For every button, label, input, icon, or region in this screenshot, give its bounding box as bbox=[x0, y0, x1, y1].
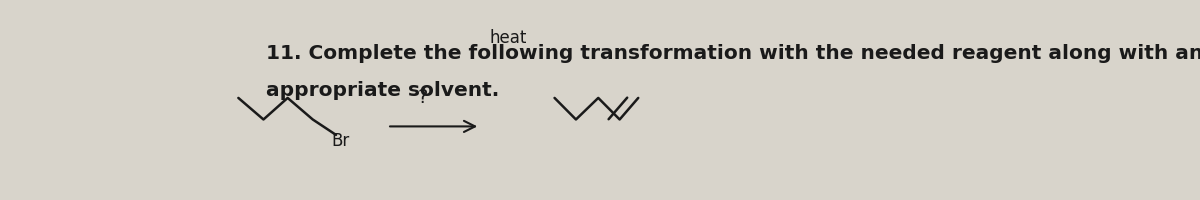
Text: appropriate solvent.: appropriate solvent. bbox=[266, 81, 499, 100]
Text: ?: ? bbox=[418, 88, 427, 107]
Text: heat: heat bbox=[490, 29, 527, 47]
Text: Br: Br bbox=[331, 132, 349, 150]
Text: 11. Complete the following transformation with the needed reagent along with an: 11. Complete the following transformatio… bbox=[266, 44, 1200, 63]
